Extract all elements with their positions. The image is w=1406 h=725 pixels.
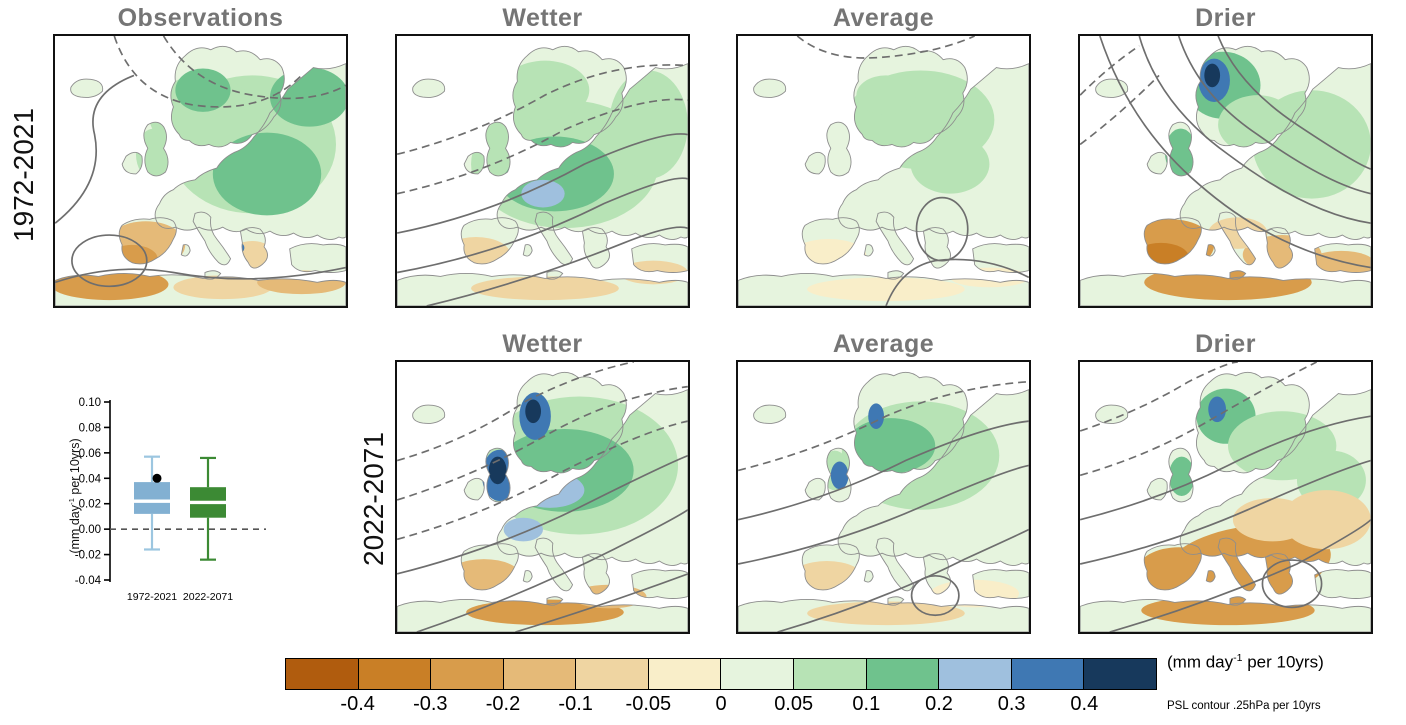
map-wetter-2022-2071 [395,360,690,634]
panel-title-drier-future: Drier [1195,330,1256,358]
panel-title-observations: Observations [117,4,284,32]
svg-text:0.00: 0.00 [79,524,101,536]
colorbar-tick-label: 0.2 [925,693,953,715]
colorbar-segment [431,659,504,689]
panel-average-historic: Average [736,4,1031,308]
colorbar-tick-label: -0.2 [485,693,521,715]
panel-title-average-future: Average [832,330,935,358]
panel-drier-historic: Drier [1078,4,1373,308]
map-average-1972-2021 [736,34,1031,308]
colorbar-tick-label: 0.1 [852,693,881,715]
svg-text:0.04: 0.04 [79,473,102,485]
panel-title-wetter-future: Wetter [502,330,583,358]
psl-contour-note: PSL contour .25hPa per 10yrs [1167,700,1321,712]
map-drier-1972-2021 [1078,34,1373,308]
colorbar-tick-label: 0.3 [997,693,1026,715]
panel-drier-future: Drier [1078,330,1373,634]
svg-text:0.08: 0.08 [79,422,101,434]
colorbar-tick-label: -0.4 [340,693,375,715]
panel-average-future: Average [736,330,1031,634]
colorbar-tick-label: 0.4 [1070,693,1099,715]
colorbar-units-label: (mm day-1 per 10yrs) [1167,652,1324,672]
svg-text:-0.04: -0.04 [75,575,102,587]
svg-text:2022-2071: 2022-2071 [183,591,233,603]
svg-text:-0.02: -0.02 [75,550,101,562]
svg-text:0.06: 0.06 [79,448,101,460]
colorbar-segment [648,659,722,689]
colorbar-segment [794,659,867,689]
colorbar-bar [285,658,1157,690]
svg-text:0.10: 0.10 [79,397,101,409]
map-average-2022-2071 [736,360,1031,634]
panel-title-drier-historic: Drier [1195,4,1256,32]
colorbar-tick-label: -0.05 [625,693,672,715]
map-wetter-1972-2021 [395,34,690,308]
colorbar-tick-label: 0 [715,693,727,715]
trend-boxplot: 0.10 0.08 0.06 0.04 0.02 0.00 -0.02 -0.04 1972-2… [75,397,266,603]
colorbar-segment [1084,659,1156,689]
panel-wetter-historic: Wetter [395,4,690,308]
colorbar: -0.4 -0.3 -0.2 -0.1 -0.05 0 0.05 0.1 0.2 0.3 0.4 [285,658,1157,716]
map-observations-1972-2021 [53,34,348,308]
panel-observations: Observations [53,4,348,308]
panel-title-wetter-historic: Wetter [502,4,583,32]
colorbar-segment [576,659,649,689]
colorbar-tick-row: -0.4 -0.3 -0.2 -0.1 -0.05 0 0.05 0.1 0.2 0.3 0.4 [285,690,1157,716]
colorbar-tick-label: -0.1 [558,693,593,715]
colorbar-segment [721,659,795,689]
row-label-observed-period: 1972-2021 [8,108,39,242]
colorbar-segment [1011,659,1085,689]
row-label-future-period: 2022-2071 [358,432,389,566]
colorbar-segment [866,659,940,689]
panel-title-average-historic: Average [832,4,935,32]
colorbar-tick-label: 0.05 [774,693,814,715]
colorbar-segment [286,659,359,689]
colorbar-segment [503,659,577,689]
colorbar-segment [939,659,1012,689]
svg-text:0.02: 0.02 [79,499,101,511]
colorbar-tick-label: -0.3 [413,693,448,715]
map-drier-2022-2071 [1078,360,1373,634]
colorbar-segment [358,659,432,689]
svg-text:1972-2021: 1972-2021 [127,591,177,603]
panel-wetter-future: Wetter [395,330,690,634]
